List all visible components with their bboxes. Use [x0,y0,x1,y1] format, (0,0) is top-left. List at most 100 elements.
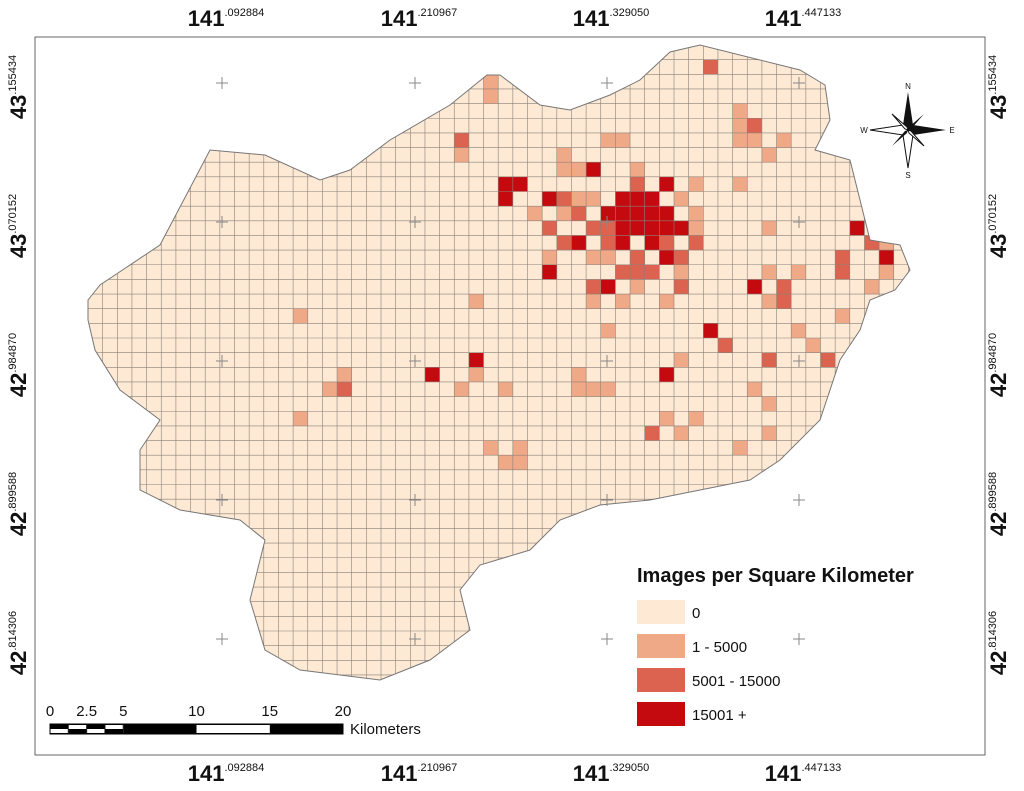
grid-cell [542,250,557,265]
grid-cell [556,206,572,221]
coordinate-fraction: .814306 [7,611,19,651]
coordinate-label: 141.447133 [765,6,841,31]
grid-cell [659,294,674,309]
coordinate-degrees: 42 [6,512,31,536]
grid-cell [761,352,777,368]
coordinate-label: 43.155434 [986,55,1011,119]
grid-cell [717,338,733,353]
grid-cell [732,118,748,133]
scale-bar-segment [68,725,87,729]
grid-cell [747,132,762,148]
grid-cell [688,220,704,236]
grid-cell [571,235,587,251]
grid-cell [512,455,528,470]
grid-cell [747,279,762,295]
coordinate-degrees: 141 [188,761,225,786]
grid-cell [674,279,689,295]
grid-cell [761,425,777,441]
grid-cell [600,206,616,221]
coordinate-degrees: 141 [573,6,610,31]
grid-cell [630,162,645,177]
scale-tick-label: 5 [119,703,127,720]
grid-cell [659,206,674,221]
grid-cell [542,264,557,280]
coordinate-degrees: 42 [986,651,1011,675]
grid-cell [615,294,631,309]
grid-cell [761,396,777,412]
grid-cell [454,381,469,397]
grid-cell [630,264,645,280]
grid-cell [468,294,484,309]
grid-cell [703,323,718,338]
grid-cell [454,132,469,148]
coordinate-fraction: .070152 [7,194,19,234]
grid-cell [630,250,645,265]
grid-cell [615,264,631,280]
grid-cell [571,206,587,221]
region-outline [87,44,911,681]
scale-bar-segment [50,729,68,733]
grid-cell [864,279,880,295]
grid-cell [556,191,572,207]
grid-cell [600,132,616,148]
coordinate-label: 141.329050 [573,761,649,786]
coordinate-degrees: 42 [986,512,1011,536]
grid-cell [761,220,777,236]
grid-cell [674,264,689,280]
coordinate-degrees: 43 [6,95,31,119]
coordinate-label: 42.899588 [986,472,1011,536]
coordinate-fraction: .070152 [987,194,999,234]
grid-cell [835,250,850,265]
grid-cell [586,381,601,397]
coordinate-fraction: .092884 [224,762,264,774]
coordinate-label: 42.984870 [986,333,1011,397]
grid-cell [586,294,601,309]
grid-cell [483,88,499,104]
grid-cell [586,191,601,207]
grid-cell [571,191,587,207]
grid-cell [659,367,674,382]
coordinate-fraction: .814306 [987,611,999,651]
coordinate-fraction: .329050 [609,7,649,19]
legend-swatch [637,668,685,692]
coordinate-degrees: 141 [381,6,418,31]
coordinate-fraction: .155434 [7,55,19,95]
coordinate-fraction: .329050 [609,762,649,774]
coordinate-degrees: 43 [986,95,1011,119]
overlay [216,77,805,645]
compass-e: E [949,126,954,135]
scale-bar-segment [196,725,270,733]
coordinate-fraction: .899588 [7,472,19,512]
grid-cell [644,206,660,221]
grid-cell [571,381,587,397]
grid-cell [483,440,499,456]
coordinate-degrees: 43 [6,234,31,258]
scale-tick-label: 0 [46,703,54,720]
grid-cell [468,367,484,382]
grid-cell [498,381,513,397]
coordinate-degrees: 141 [765,761,802,786]
coordinate-label: 141.329050 [573,6,649,31]
grid-cell [615,235,631,251]
coordinate-label: 141.092884 [188,6,264,31]
grid-cell [776,132,792,148]
grid-cell [674,352,689,368]
coordinate-fraction: .984870 [7,333,19,373]
grid-cell [776,294,792,309]
coordinate-fraction: .092884 [224,7,264,19]
grid-cell [337,367,352,382]
grid-cell [337,381,352,397]
grid-cell [674,220,689,236]
grid-cell [674,250,689,265]
scale-tick-label: 15 [261,703,278,720]
grid-cell [586,220,601,236]
grid-cell [659,220,674,236]
grid-cell [761,294,777,309]
coordinate-fraction: .447133 [801,7,841,19]
grid-cell [586,162,601,177]
scale-bar-segment [105,725,123,729]
grid-cell [600,220,616,236]
grid-cell [674,425,689,441]
grid-cell [498,191,513,207]
compass-n: N [905,82,911,91]
